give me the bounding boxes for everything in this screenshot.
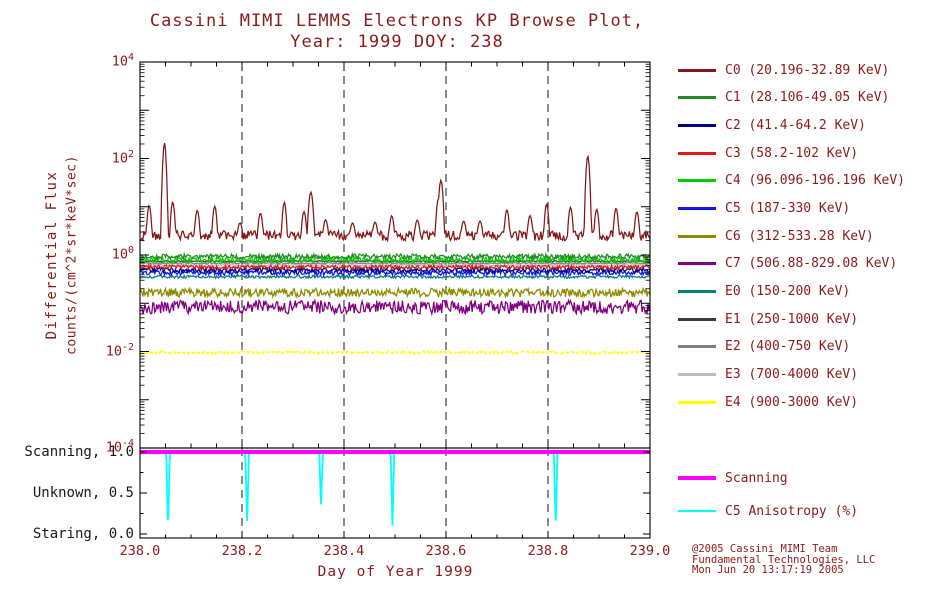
y-axis-label-line2: counts/(cm^2*sr*keV*sec) bbox=[64, 155, 80, 355]
plot-title-line1: Cassini MIMI LEMMS Electrons KP Browse P… bbox=[149, 11, 645, 31]
series-line-C7 bbox=[139, 298, 651, 317]
legend-label: C1 (28.106-49.05 KeV) bbox=[725, 90, 890, 106]
x-tick-label: 238.0 bbox=[119, 543, 161, 559]
series-line-C4 bbox=[139, 254, 651, 266]
legend-swatch-C2 bbox=[678, 123, 716, 127]
x-tick-label: 238.8 bbox=[527, 543, 569, 559]
legend-item-C1: C1 (28.106-49.05 KeV) bbox=[678, 88, 889, 108]
legend-label: C2 (41.4-64.2 KeV) bbox=[725, 117, 866, 133]
legend-swatch-C0 bbox=[678, 68, 716, 72]
gridlines bbox=[241, 62, 549, 538]
panel-label-scanning: Scanning, 1.0 bbox=[24, 444, 134, 460]
series-line-C6 bbox=[139, 285, 651, 299]
legend-label: C0 (20.196-32.89 KeV) bbox=[725, 62, 890, 78]
series-line-C0 bbox=[139, 142, 651, 243]
legend-label: C4 (96.096-196.196 KeV) bbox=[725, 173, 906, 189]
credit-line2: Fundamental Technologies, LLC bbox=[692, 553, 876, 566]
legend-label: E2 (400-750 KeV) bbox=[725, 339, 851, 355]
x-axis-label: Day of Year 1999 bbox=[317, 564, 474, 580]
legend-swatch-E0 bbox=[678, 289, 716, 293]
y-tick-label: 10-4 bbox=[84, 438, 134, 456]
x-tick-label: 238.4 bbox=[323, 543, 365, 559]
legend-item-C3: C3 (58.2-102 KeV) bbox=[678, 143, 858, 163]
legend-label: C5 (187-330 KeV) bbox=[725, 200, 851, 216]
legend-label: C7 (506.88-829.08 KeV) bbox=[725, 256, 898, 272]
panel-legend-item-scanning: Scanning bbox=[678, 468, 788, 488]
axes bbox=[139, 61, 651, 539]
plot-title-line2: Year: 1999 DOY: 238 bbox=[290, 32, 504, 52]
legend-item-E4: E4 (900-3000 KeV) bbox=[678, 392, 858, 412]
series-line-C5 bbox=[139, 268, 651, 278]
legend-item-C0: C0 (20.196-32.89 KeV) bbox=[678, 60, 889, 80]
series-lines bbox=[139, 142, 651, 356]
y-tick-exponent: 2 bbox=[127, 148, 134, 160]
legend-swatch-C5 bbox=[678, 206, 716, 210]
legend-item-E0: E0 (150-200 KeV) bbox=[678, 281, 850, 301]
y-tick-base: 10 bbox=[105, 439, 122, 456]
legend-item-C6: C6 (312-533.28 KeV) bbox=[678, 226, 874, 246]
legend-label: C3 (58.2-102 KeV) bbox=[725, 145, 859, 161]
anisotropy-line bbox=[140, 452, 650, 526]
x-tick-label: 238.2 bbox=[221, 543, 263, 559]
y-tick-exponent: 0 bbox=[127, 245, 134, 256]
legend-item-E1: E1 (250-1000 KeV) bbox=[678, 309, 858, 329]
y-tick-exponent: -2 bbox=[121, 341, 134, 353]
legend-item-C7: C7 (506.88-829.08 KeV) bbox=[678, 254, 897, 274]
legend-swatch-E4 bbox=[678, 400, 716, 404]
legend-swatch-C1 bbox=[678, 96, 716, 100]
legend-label: C6 (312-533.28 KeV) bbox=[725, 228, 874, 244]
series-line-E0 bbox=[139, 273, 651, 280]
bottom-panel-border bbox=[139, 447, 651, 539]
legend-swatch-C4 bbox=[678, 179, 716, 183]
y-tick-base: 10 bbox=[111, 53, 128, 70]
legend-swatch-E3 bbox=[678, 372, 716, 376]
y-axis-label-line1: Differential Flux bbox=[44, 170, 60, 340]
panel-label-unknown: Unknown, 0.5 bbox=[32, 485, 134, 501]
legend-swatch-C6 bbox=[678, 234, 716, 238]
credit-block: @2005 Cassini MIMI Team Fundamental Tech… bbox=[692, 544, 875, 576]
legend-item-C5: C5 (187-330 KeV) bbox=[678, 198, 850, 218]
x-tick-label: 238.6 bbox=[425, 543, 467, 559]
y-tick-base: 10 bbox=[111, 150, 128, 166]
legend-item-E2: E2 (400-750 KeV) bbox=[678, 337, 850, 357]
panel-legend-swatch-scanning bbox=[678, 476, 716, 480]
legend-swatch-E1 bbox=[678, 317, 716, 321]
y-tick-label: 102 bbox=[84, 149, 134, 167]
y-tick-exponent: 4 bbox=[127, 52, 134, 63]
y-tick-base: 10 bbox=[111, 246, 128, 263]
series-line-E4 bbox=[139, 349, 651, 356]
credit-line1: @2005 Cassini MIMI Team bbox=[692, 543, 838, 555]
series-line-E2 bbox=[139, 261, 651, 265]
y-tick-exponent: -4 bbox=[121, 438, 134, 449]
panel-legend-label: Scanning bbox=[725, 470, 788, 486]
y-tick-base: 10 bbox=[105, 343, 122, 359]
series-line-C3 bbox=[139, 262, 651, 272]
credit-line3: Mon Jun 20 13:17:19 2005 bbox=[692, 564, 844, 576]
y-tick-label: 10-2 bbox=[84, 342, 134, 360]
legend-swatch-C7 bbox=[678, 262, 716, 266]
legend-swatch-C3 bbox=[678, 151, 716, 155]
legend-swatch-E2 bbox=[678, 345, 716, 349]
panel-label-staring: Staring, 0.0 bbox=[32, 526, 134, 542]
legend-label: E4 (900-3000 KeV) bbox=[725, 394, 859, 410]
legend-label: E0 (150-200 KeV) bbox=[725, 283, 851, 299]
legend-item-C2: C2 (41.4-64.2 KeV) bbox=[678, 115, 866, 135]
legend-item-C4: C4 (96.096-196.196 KeV) bbox=[678, 171, 905, 191]
legend-label: E3 (700-4000 KeV) bbox=[725, 366, 859, 382]
panel-legend-item-c5-anisotropy: C5 Anisotropy (%) bbox=[678, 501, 858, 521]
y-tick-label: 100 bbox=[84, 245, 134, 263]
series-line-C1 bbox=[139, 251, 651, 261]
legend-item-E3: E3 (700-4000 KeV) bbox=[678, 364, 858, 384]
y-tick-label: 104 bbox=[84, 52, 134, 70]
x-tick-label: 239.0 bbox=[629, 543, 671, 559]
legend-label: E1 (250-1000 KeV) bbox=[725, 311, 859, 327]
panel-legend-swatch-c5-anisotropy bbox=[678, 510, 716, 512]
panel-legend-label: C5 Anisotropy (%) bbox=[725, 503, 859, 519]
